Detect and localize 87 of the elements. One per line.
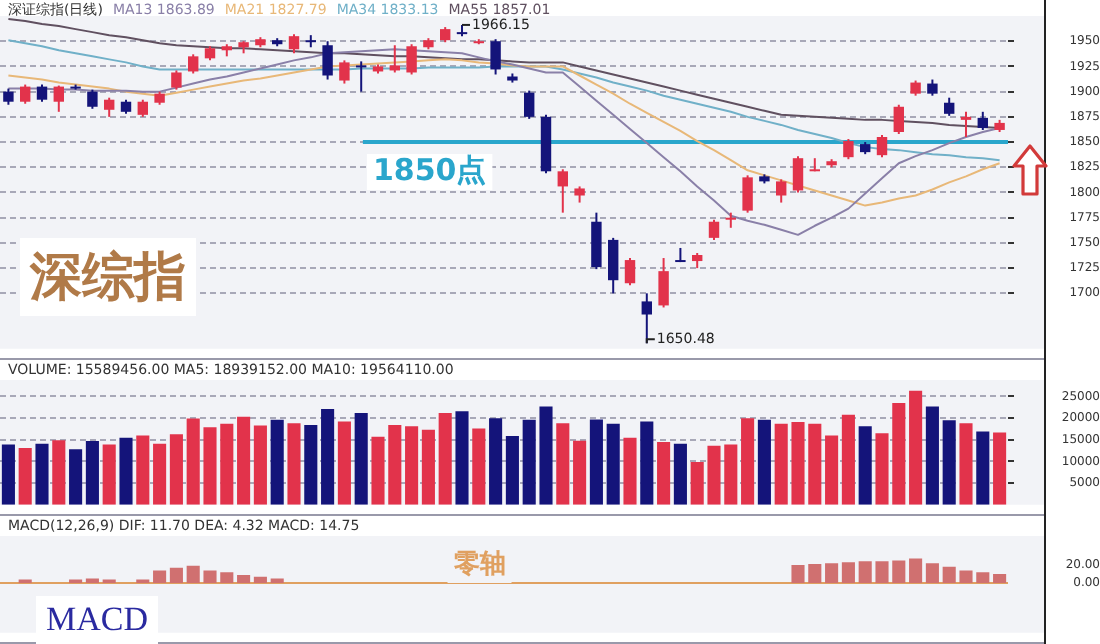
annotation: MACD (36, 596, 159, 644)
bar (825, 563, 839, 584)
candlestick (523, 89, 535, 120)
bar (169, 434, 183, 505)
candlestick (843, 138, 854, 161)
bar (640, 421, 654, 505)
bar (169, 567, 183, 584)
candlestick (171, 69, 182, 91)
candlestick (19, 83, 31, 105)
bar (606, 423, 620, 505)
bar (153, 443, 167, 505)
bar (993, 574, 1007, 584)
candlestick (557, 168, 569, 214)
bar (85, 441, 99, 505)
bar (959, 423, 973, 505)
candlestick (339, 59, 350, 85)
candlestick (355, 60, 367, 93)
bar (472, 428, 486, 505)
bar (153, 570, 167, 584)
bar (304, 425, 318, 505)
bar (925, 406, 939, 505)
bar (757, 419, 771, 505)
bar (337, 421, 351, 505)
ref-line-label: 1850点 (372, 151, 487, 188)
candlestick (658, 257, 669, 309)
candlestick (187, 53, 199, 75)
bar (589, 419, 603, 505)
candlestick (87, 88, 98, 110)
bar (1, 444, 15, 505)
candlestick (960, 110, 972, 139)
candlestick (607, 236, 619, 295)
bar (976, 431, 990, 505)
bar (270, 419, 284, 505)
bar (237, 574, 251, 584)
bar (909, 390, 923, 505)
bar (925, 563, 939, 584)
bar (573, 440, 587, 505)
bar (35, 443, 49, 505)
candlestick (389, 44, 401, 74)
candlestick (893, 103, 905, 135)
candlestick (591, 211, 602, 271)
candlestick (876, 134, 888, 159)
candlestick (977, 110, 989, 131)
bar (741, 418, 755, 505)
bar (673, 443, 687, 505)
bar (623, 437, 637, 505)
bar (825, 435, 839, 505)
bar (321, 409, 335, 505)
candlestick (406, 43, 417, 76)
bar (102, 444, 116, 505)
candlestick (708, 218, 720, 241)
bar (455, 411, 469, 505)
bar (18, 448, 32, 505)
bar (657, 441, 671, 505)
bar (421, 429, 435, 505)
bar (858, 426, 872, 505)
candlestick (943, 96, 955, 117)
bar (909, 558, 923, 584)
bar (287, 423, 301, 505)
bar (993, 432, 1007, 505)
candlestick (322, 40, 333, 81)
candlestick (103, 96, 115, 118)
candlestick (775, 178, 787, 204)
bar (942, 420, 956, 505)
bar (405, 426, 419, 505)
bar (253, 576, 267, 584)
bar (438, 412, 452, 505)
bar (69, 449, 83, 505)
candlestick (288, 33, 300, 55)
candlestick (742, 174, 753, 214)
bar (841, 562, 855, 584)
bar (52, 440, 66, 505)
candlestick (624, 257, 636, 287)
ref-line-label: 零轴 (451, 549, 506, 580)
bar (841, 414, 855, 505)
bar (489, 418, 503, 505)
bar (136, 435, 150, 505)
candlestick (490, 38, 501, 76)
bar (505, 435, 519, 505)
bar (556, 423, 570, 505)
bar (119, 437, 133, 505)
candlestick (792, 155, 804, 194)
annotation: 深综指 (20, 238, 196, 316)
bar (354, 412, 368, 505)
bar (237, 416, 251, 505)
candlestick (53, 84, 65, 113)
bar (253, 425, 267, 505)
